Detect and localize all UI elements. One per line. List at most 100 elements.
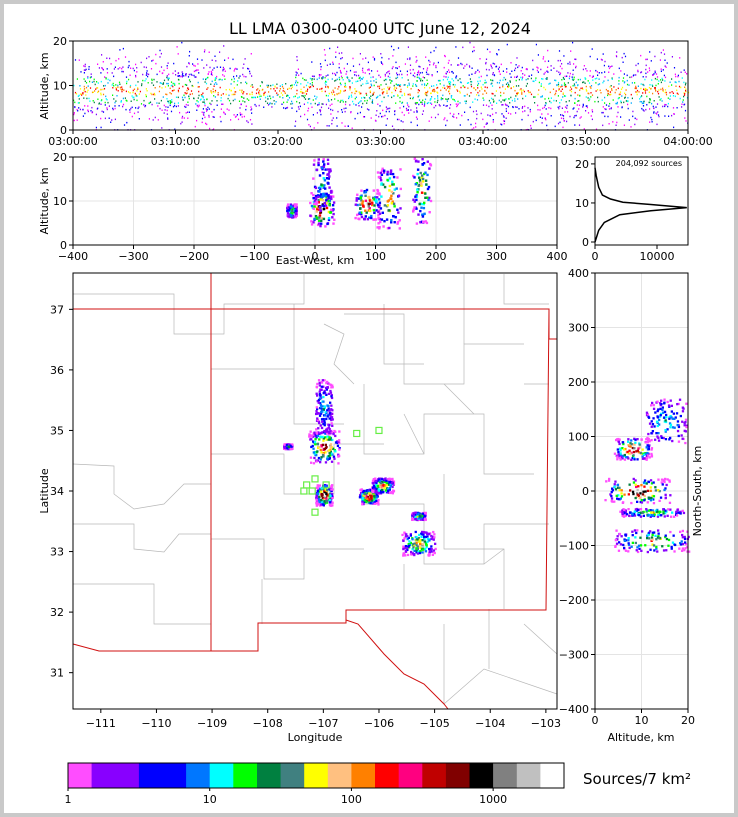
plan-view-cell xyxy=(414,513,418,517)
altitude-time-point xyxy=(83,88,86,90)
altitude-time-point xyxy=(616,121,618,124)
east-west-cell xyxy=(427,185,431,189)
east-west-cell xyxy=(322,160,325,163)
altitude-time-point xyxy=(186,92,188,94)
altitude-time-point xyxy=(425,91,427,94)
altitude-time-point xyxy=(568,77,570,80)
north-south-cell xyxy=(644,452,647,456)
altitude-time-point xyxy=(570,86,572,88)
altitude-time-point xyxy=(409,64,412,66)
altitude-time-point xyxy=(631,82,633,84)
altitude-time-point xyxy=(181,121,183,123)
altitude-time-point xyxy=(406,86,409,88)
altitude-time-point xyxy=(426,67,429,69)
east-west-cell xyxy=(314,194,318,198)
altitude-time-point xyxy=(121,89,123,91)
north-south-cell xyxy=(665,549,668,552)
north-south-cell xyxy=(656,424,659,428)
plan-view-cell xyxy=(283,446,287,449)
altitude-time-point xyxy=(370,76,372,79)
altitude-time-point xyxy=(660,98,662,100)
altitude-time-point xyxy=(492,73,494,76)
east-west-cell xyxy=(378,212,382,215)
altitude-time-point xyxy=(80,93,82,95)
altitude-time-point xyxy=(74,106,76,108)
east-west-cell xyxy=(367,202,371,206)
altitude-time-point xyxy=(362,76,364,79)
north-south-cell xyxy=(677,434,680,438)
east-west-cell xyxy=(416,172,419,176)
altitude-time-point xyxy=(557,122,560,125)
east-west-cell xyxy=(375,209,378,212)
altitude-time-point xyxy=(291,100,293,103)
altitude-time-point xyxy=(131,95,133,97)
altitude-time-point xyxy=(127,91,130,93)
north-south-cell xyxy=(617,498,620,501)
altitude-time-point xyxy=(646,95,648,98)
altitude-time-point xyxy=(416,80,418,82)
altitude-time-point xyxy=(112,107,114,110)
north-south-cell xyxy=(631,490,635,493)
altitude-time-point xyxy=(319,88,321,90)
altitude-time-point xyxy=(457,64,459,66)
altitude-time-point xyxy=(653,73,655,75)
altitude-time-point xyxy=(627,100,629,102)
altitude-time-point xyxy=(529,108,531,111)
east-west-cell xyxy=(425,183,428,186)
north-south-ytick-label: −400 xyxy=(559,703,589,716)
east-west-cell xyxy=(392,183,395,186)
altitude-time-point xyxy=(654,70,656,72)
north-south-cell xyxy=(627,457,630,460)
altitude-time-point xyxy=(385,124,387,126)
east-west-cell xyxy=(426,173,429,177)
altitude-time-point xyxy=(491,92,493,95)
plan-view-cell xyxy=(418,544,421,547)
altitude-time-point xyxy=(621,95,623,97)
plan-view-cell xyxy=(373,494,376,497)
altitude-time-point xyxy=(219,116,221,118)
altitude-time-point xyxy=(627,97,629,99)
altitude-time-point xyxy=(569,89,571,92)
altitude-time-point xyxy=(488,105,490,108)
altitude-time-point xyxy=(596,71,598,73)
north-south-cell xyxy=(681,536,684,539)
altitude-time-point xyxy=(485,104,488,106)
plan-view-cell xyxy=(368,499,371,502)
plan-view-cell xyxy=(325,497,328,500)
altitude-time-point xyxy=(84,80,86,82)
altitude-time-point xyxy=(505,98,507,100)
altitude-time-point xyxy=(210,73,212,75)
altitude-time-point xyxy=(558,71,560,73)
plan-view-cell xyxy=(382,483,385,487)
altitude-time-point xyxy=(442,98,444,100)
north-south-cell xyxy=(619,458,622,461)
altitude-time-point xyxy=(589,86,591,88)
altitude-time-point xyxy=(89,87,92,89)
altitude-time-point xyxy=(546,124,548,127)
altitude-time-point xyxy=(426,94,428,97)
altitude-time-point xyxy=(214,77,217,79)
altitude-time-point xyxy=(319,109,321,111)
altitude-time-point xyxy=(561,114,563,116)
altitude-time-point xyxy=(541,117,543,119)
altitude-time-point xyxy=(386,72,388,74)
altitude-time-point xyxy=(338,76,340,79)
altitude-time-point xyxy=(643,84,645,87)
altitude-time-point xyxy=(521,92,523,94)
altitude-time-point xyxy=(659,59,661,61)
altitude-time-point xyxy=(385,78,387,81)
plan-view-cell xyxy=(361,498,364,501)
north-south-cell xyxy=(645,508,648,511)
altitude-time-point xyxy=(504,78,507,81)
altitude-time-point xyxy=(401,101,404,104)
altitude-time-point xyxy=(169,87,171,90)
altitude-time-point xyxy=(585,90,588,92)
altitude-time-point xyxy=(612,121,614,123)
altitude-time-point xyxy=(407,46,409,48)
altitude-time-point xyxy=(658,96,660,98)
plan-view-cell xyxy=(330,504,333,507)
altitude-time-point xyxy=(213,95,215,97)
altitude-time-point xyxy=(238,100,241,102)
altitude-time-point xyxy=(582,81,584,84)
altitude-time-point xyxy=(474,72,476,74)
